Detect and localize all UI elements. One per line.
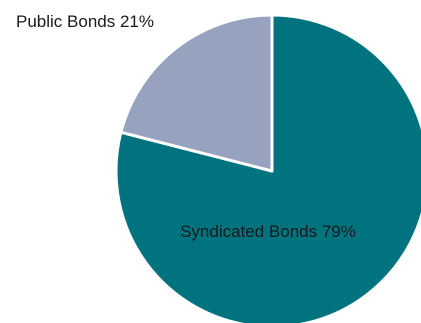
pie-slice-syndicated-bonds <box>114 13 421 323</box>
slice-label-public-bonds: Public Bonds 21% <box>16 12 154 31</box>
slice-label-syndicated-bonds: Syndicated Bonds 79% <box>180 222 356 241</box>
pie-labels: Syndicated Bonds 79% Public Bonds 21% <box>16 12 356 241</box>
pie-slices <box>114 13 421 323</box>
pie-slice-public-bonds <box>119 13 274 173</box>
